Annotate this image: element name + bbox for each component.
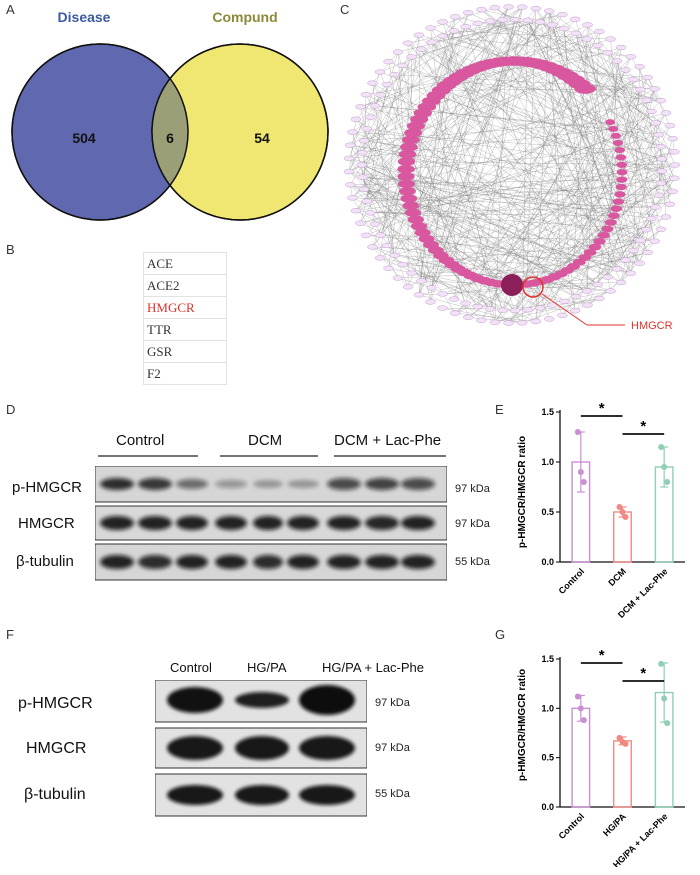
significance-label: * — [599, 647, 605, 664]
venn-left-label: Disease — [58, 9, 111, 25]
panel-letter-g: G — [495, 627, 506, 642]
gene-table-row: F2 — [143, 362, 227, 385]
gene-name: F2 — [143, 362, 227, 385]
blot-d-label-phmgcr: p-HMGCR — [12, 479, 82, 496]
venn-right-label: Compund — [212, 9, 277, 25]
venn-right-count: 54 — [254, 130, 270, 146]
blot-d-label-hmgcr: HMGCR — [18, 515, 75, 532]
gene-table-row: ACE — [143, 252, 227, 275]
y-tick-label: 1.5 — [541, 654, 554, 664]
data-point — [619, 509, 626, 515]
chart-e-ylabel: p-HMGCR/HMGCR ratio — [517, 436, 528, 548]
y-tick-label: 1.0 — [541, 703, 554, 713]
blot-f-image — [155, 680, 367, 817]
blot-f-kda-1: 97 kDa — [375, 697, 410, 709]
data-point — [658, 660, 665, 667]
chart-g-ylabel: p-HMGCR/HMGCR ratio — [517, 669, 528, 781]
gene-name: ACE — [143, 252, 227, 275]
panel-letter-e: E — [495, 402, 504, 417]
gene-name: TTR — [143, 318, 227, 341]
blot-d-group-control: Control — [116, 432, 165, 449]
blot-f-label-tubulin: β-tubulin — [24, 786, 86, 803]
blot-d-group-dcm: DCM — [248, 432, 283, 449]
data-point — [661, 464, 668, 470]
blot-f-kda-2: 97 kDa — [375, 742, 410, 754]
panel-letter-d: D — [6, 402, 16, 417]
blot-d-kda-2: 97 kDa — [455, 518, 490, 530]
significance-label: * — [599, 402, 605, 417]
chart-g: p-HMGCR/HMGCR ratio 0.0 0.5 1.0 1.5 Control H… — [517, 647, 685, 867]
blot-d-kda-3: 55 kDa — [455, 556, 490, 568]
blot-f-kda-3: 55 kDa — [375, 788, 410, 800]
y-tick-label: 1.0 — [541, 457, 554, 467]
blot-f-group-hgpa: HG/PA — [247, 660, 287, 675]
gene-table-row: GSR — [143, 340, 227, 363]
gene-name: ACE2 — [143, 274, 227, 297]
blot-f-label-phmgcr: p-HMGCR — [18, 695, 93, 712]
bar — [571, 707, 591, 808]
blot-f-group-hgpa-lacphe: HG/PA + Lac-Phe — [322, 660, 425, 675]
blot-d-kda-1: 97 kDa — [455, 483, 490, 495]
gene-table-row: TTR — [143, 318, 227, 341]
significance-label: * — [640, 665, 646, 682]
y-tick-label: 1.5 — [541, 407, 554, 417]
bar — [613, 740, 632, 808]
x-tick-label: DCM — [606, 566, 628, 588]
blot-f-label-hmgcr: HMGCR — [26, 740, 87, 757]
y-tick-label: 0.0 — [541, 557, 554, 567]
network-hub-node — [501, 274, 523, 296]
data-point — [664, 720, 671, 727]
gene-table: ACE ACE2 HMGCR TTR GSR F2 — [143, 252, 227, 385]
data-point — [580, 479, 587, 485]
significance-label: * — [640, 418, 646, 435]
data-point — [664, 479, 671, 485]
gene-table-row: HMGCR — [143, 296, 227, 319]
hmgcr-callout-line — [541, 293, 588, 326]
data-point — [661, 695, 668, 702]
data-point — [622, 740, 629, 747]
data-point — [577, 469, 584, 475]
blot-f-group-control: Control — [170, 660, 212, 675]
y-tick-label: 0.5 — [541, 753, 554, 763]
gene-table-row: ACE2 — [143, 274, 227, 297]
panel-letter-b: B — [6, 242, 15, 257]
x-tick-label: Control — [557, 811, 587, 841]
venn-overlap-count: 6 — [166, 130, 174, 146]
y-tick-label: 0.5 — [541, 507, 554, 517]
panel-letter-a: A — [6, 2, 15, 17]
data-point — [574, 429, 581, 435]
data-point — [622, 514, 629, 520]
blot-d-image — [95, 466, 447, 581]
chart-e: p-HMGCR/HMGCR ratio 0.0 0.5 1.0 1.5 Control D… — [517, 402, 685, 620]
blot-d-group-dcm-lacphe: DCM + Lac-Phe — [334, 432, 442, 449]
hmgcr-highlight-circle — [522, 276, 544, 298]
panel-letter-f: F — [6, 627, 14, 642]
gene-name: GSR — [143, 340, 227, 363]
x-tick-label: HG/PA — [601, 811, 628, 838]
panel-letter-c: C — [340, 2, 350, 17]
blot-d-group-lines — [98, 455, 446, 457]
gene-name: HMGCR — [143, 296, 227, 319]
data-point — [580, 717, 587, 724]
data-point — [658, 444, 665, 450]
data-point — [577, 705, 584, 712]
data-point — [616, 504, 623, 510]
y-tick-label: 0.0 — [541, 802, 554, 812]
venn-left-count: 504 — [72, 130, 96, 146]
bar — [613, 511, 632, 563]
hmgcr-callout-label: HMGCR — [631, 320, 673, 332]
x-tick-label: Control — [557, 566, 587, 596]
blot-d-label-tubulin: β-tubulin — [16, 553, 74, 570]
venn-diagram: Disease Compund 504 6 54 — [11, 9, 329, 221]
data-point — [574, 693, 581, 700]
network-diagram: HMGCR — [343, 4, 681, 332]
